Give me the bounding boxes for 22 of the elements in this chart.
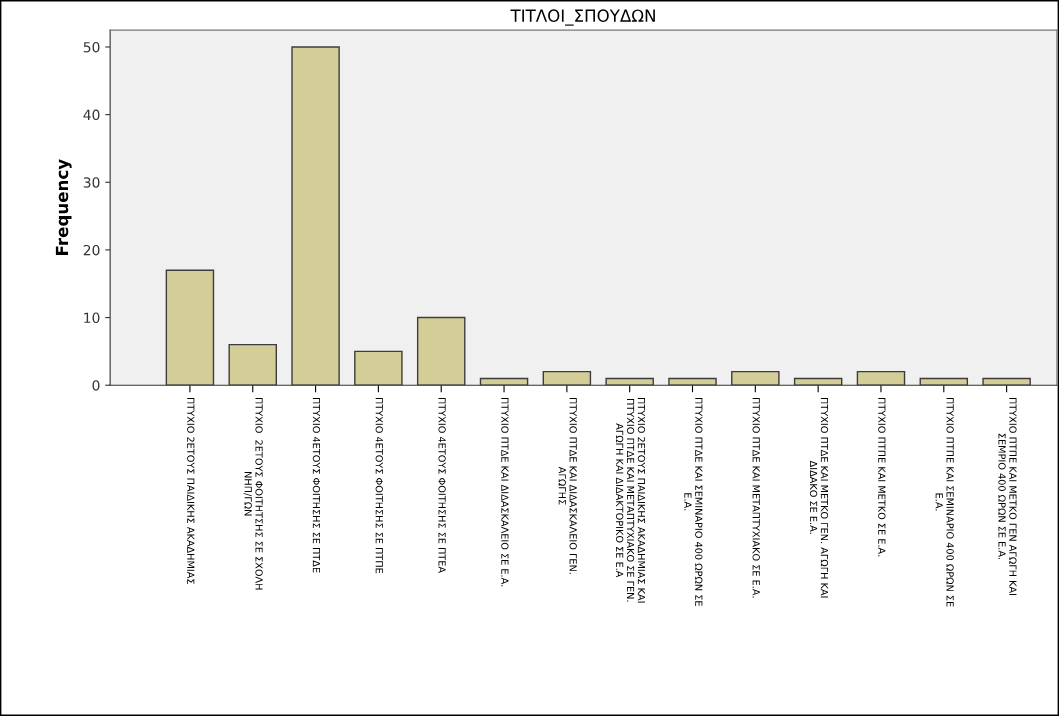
y-tick-label: 50 (83, 41, 100, 53)
x-tick-label: ΠΤΥΧΙΟ ΠΤΔΕ ΚΑΙ ΔΙΔΑΣΚΑΛΕΙΟ ΣΕ Ε.Α. (501, 397, 509, 587)
chart-title: ΤΙΤΛΟΙ_ΣΠΟΥΔΩΝ (510, 9, 655, 26)
x-tick-label: ΠΤΥΧΙΟ ΠΤΔΕ ΚΑΙ ΜΕΤΑΠΤΥΧΙΑΚΟ ΣΕ Ε.Α. (752, 397, 760, 598)
x-tick-label: ΠΤΥΧΙΟ 2ΕΤΟΥΣ ΦΟΙΤΗΤΣΗΣ ΣΕ ΣΧΟΛΗ ΝΗΠ/ΓΩΝ (243, 397, 263, 590)
y-tick-label: 10 (84, 312, 100, 324)
x-tick-label: ΠΤΥΧΙΟ ΠΤΠΕ ΚΑΙ ΜΕΤΚΟ ΓΕΝ ΑΓΩΓΗ ΚΑΙ ΣΕΜΡΙΟ 400 ΩΡΩΝ ΣΕ Ε.Α. (998, 397, 1017, 596)
y-axis-title: Frequency (55, 159, 72, 255)
y-tick-label: 30 (83, 177, 100, 188)
x-tick-label: ΠΤΥΧΙΟ ΠΤΠΕ ΚΑΙ ΣΕΜΙΝΑΡΙΟ 400 ΩΡΩΝ ΣΕ Ε.Α. (935, 397, 954, 607)
y-tick-label: 40 (83, 109, 100, 121)
x-tick-label: ΠΤΥΧΙΟ 2ΕΤΟΥΣ ΠΑΙΔΙΚΗΣ ΑΚΑΔΗΜΙΑΣ ΚΑΙ ΠΤΥΧΙΟ ΠΤΔΕ ΚΑΙ ΜΕΤΑΠΤΥΧΙΑΚΟ ΣΕ ΓΕΝ. ΑΓΩΓΗ ΚΑΙ ΔΙΔΑΚΤΟΡΙΚΟ ΣΕ Ε.Α (615, 397, 646, 603)
x-tick-label: ΠΤΥΧΙΟ ΠΤΔΕ ΚΑΙ ΔΙΔΑΣΚΑΛΕΙΟ ΓΕΝ. ΑΓΩΓΗΣ (558, 397, 577, 574)
y-tick-label: 20 (83, 244, 100, 256)
x-tick-label: ΠΤΥΧΙΟ ΠΤΔΕ ΚΑΙ ΜΕΤΚΟ ΓΕΝ. ΑΓΩΓΗ ΚΑΙ ΔΙΔΑΚΟ ΣΕ Ε.Α. (809, 397, 829, 598)
y-tick-label: 0 (92, 380, 100, 391)
x-tick-label: ΠΤΥΧΙΟ ΠΤΔΕ ΚΑΙ ΣΕΜΙΝΑΡΙΟ 400 ΩΡΩΝ ΣΕ Ε.Α. (684, 397, 703, 606)
x-tick-label: ΠΤΥΧΙΟ ΠΤΠΕ ΚΑΙ ΜΕΤΚΟ ΣΕ Ε.Α. (878, 397, 886, 557)
x-tick-label: ΠΤΥΧΙΟ 4ΕΤΟΥΣ ΦΟΙΤΗΣΗΣ ΣΕ ΠΤΠΕ (375, 397, 383, 574)
x-tick-label: ΠΤΥΧΙΟ 4ΕΤΟΥΣ ΦΟΙΤΗΣΗΣ ΣΕ ΠΤΔΕ (312, 397, 321, 573)
x-tick-label: ΠΤΥΧΙΟ 4ΕΤΟΥΣ ΦΟΙΤΗΣΗΣ ΣΕ ΠΤΕΑ (438, 397, 446, 574)
x-tick-label: ΠΤΥΧΙΟ 2ΕΤΟΥΣ ΠΑΙΔΙΚΗΣ ΑΚΑΔΗΜΙΑΣ (187, 397, 195, 584)
